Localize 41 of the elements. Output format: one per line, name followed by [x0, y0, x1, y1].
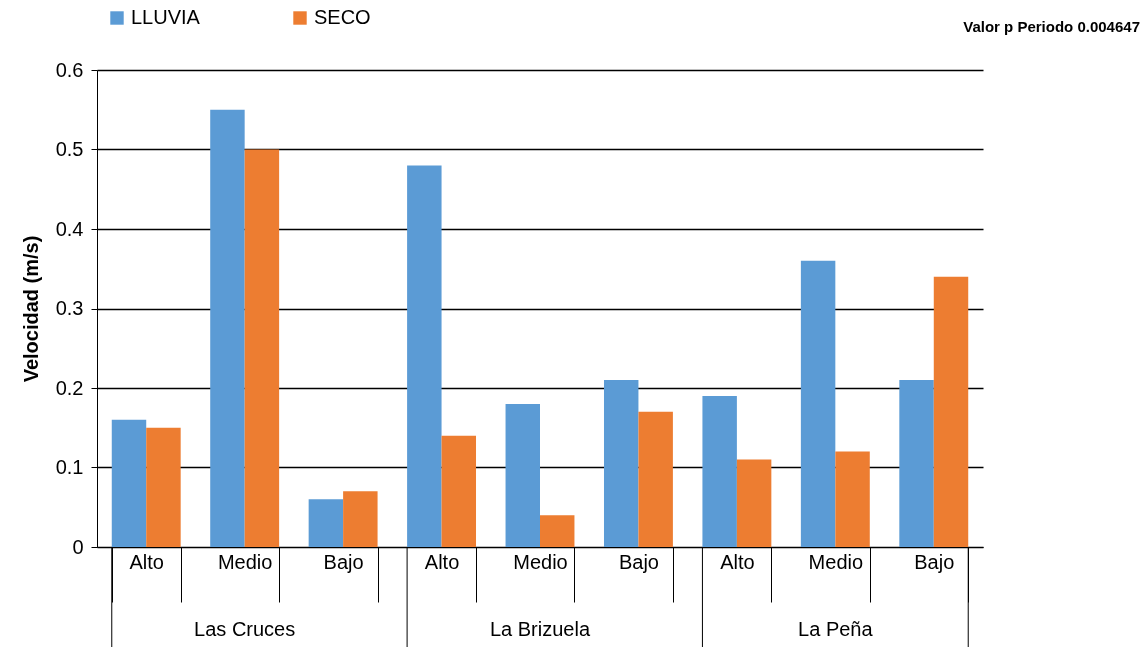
bar — [736, 459, 772, 547]
bar — [308, 499, 344, 547]
y-tick-label: 0.2 — [55, 376, 84, 399]
bar — [210, 109, 245, 547]
legend-label: SECO — [314, 6, 371, 28]
bar — [505, 403, 540, 547]
bar — [540, 515, 575, 547]
text: La Peña — [798, 618, 874, 640]
bar — [933, 276, 969, 547]
bar — [146, 427, 181, 547]
x-tick-label: Medio — [217, 550, 273, 573]
y-tick-label: 0.4 — [55, 217, 84, 240]
x-tick-label: Medio — [808, 550, 864, 573]
x-tick-label: Bajo — [914, 550, 955, 573]
bar — [638, 411, 673, 547]
bar — [800, 260, 836, 547]
text: Las Cruces — [194, 618, 296, 640]
bar — [702, 395, 737, 547]
x-tick-label: Alto — [720, 550, 755, 573]
x-tick-label: Bajo — [618, 550, 659, 573]
bar — [441, 435, 477, 547]
bar — [407, 165, 442, 547]
y-tick-label: 0.5 — [55, 138, 84, 160]
bar — [835, 451, 870, 547]
y-tick-label: 0.3 — [55, 297, 84, 319]
text: La Brizuela — [489, 618, 591, 640]
legend-label: LLUVIA — [131, 6, 201, 28]
bar — [111, 419, 147, 547]
y-tick-label: 0.6 — [55, 58, 84, 81]
y-axis-title: Velocidad (m/s) — [19, 235, 42, 383]
bar — [899, 380, 934, 547]
x-tick-label: Bajo — [323, 550, 364, 573]
y-tick-label: 0.1 — [55, 456, 84, 478]
bar — [343, 491, 378, 547]
x-tick-label: Alto — [424, 550, 460, 573]
bar — [244, 149, 280, 547]
y-tick-label: 0 — [72, 535, 84, 558]
x-tick-label: Medio — [513, 550, 568, 573]
bar — [603, 380, 639, 547]
text: Valor p Periodo 0.004647 — [963, 18, 1140, 35]
x-tick-label: Alto — [129, 550, 164, 573]
